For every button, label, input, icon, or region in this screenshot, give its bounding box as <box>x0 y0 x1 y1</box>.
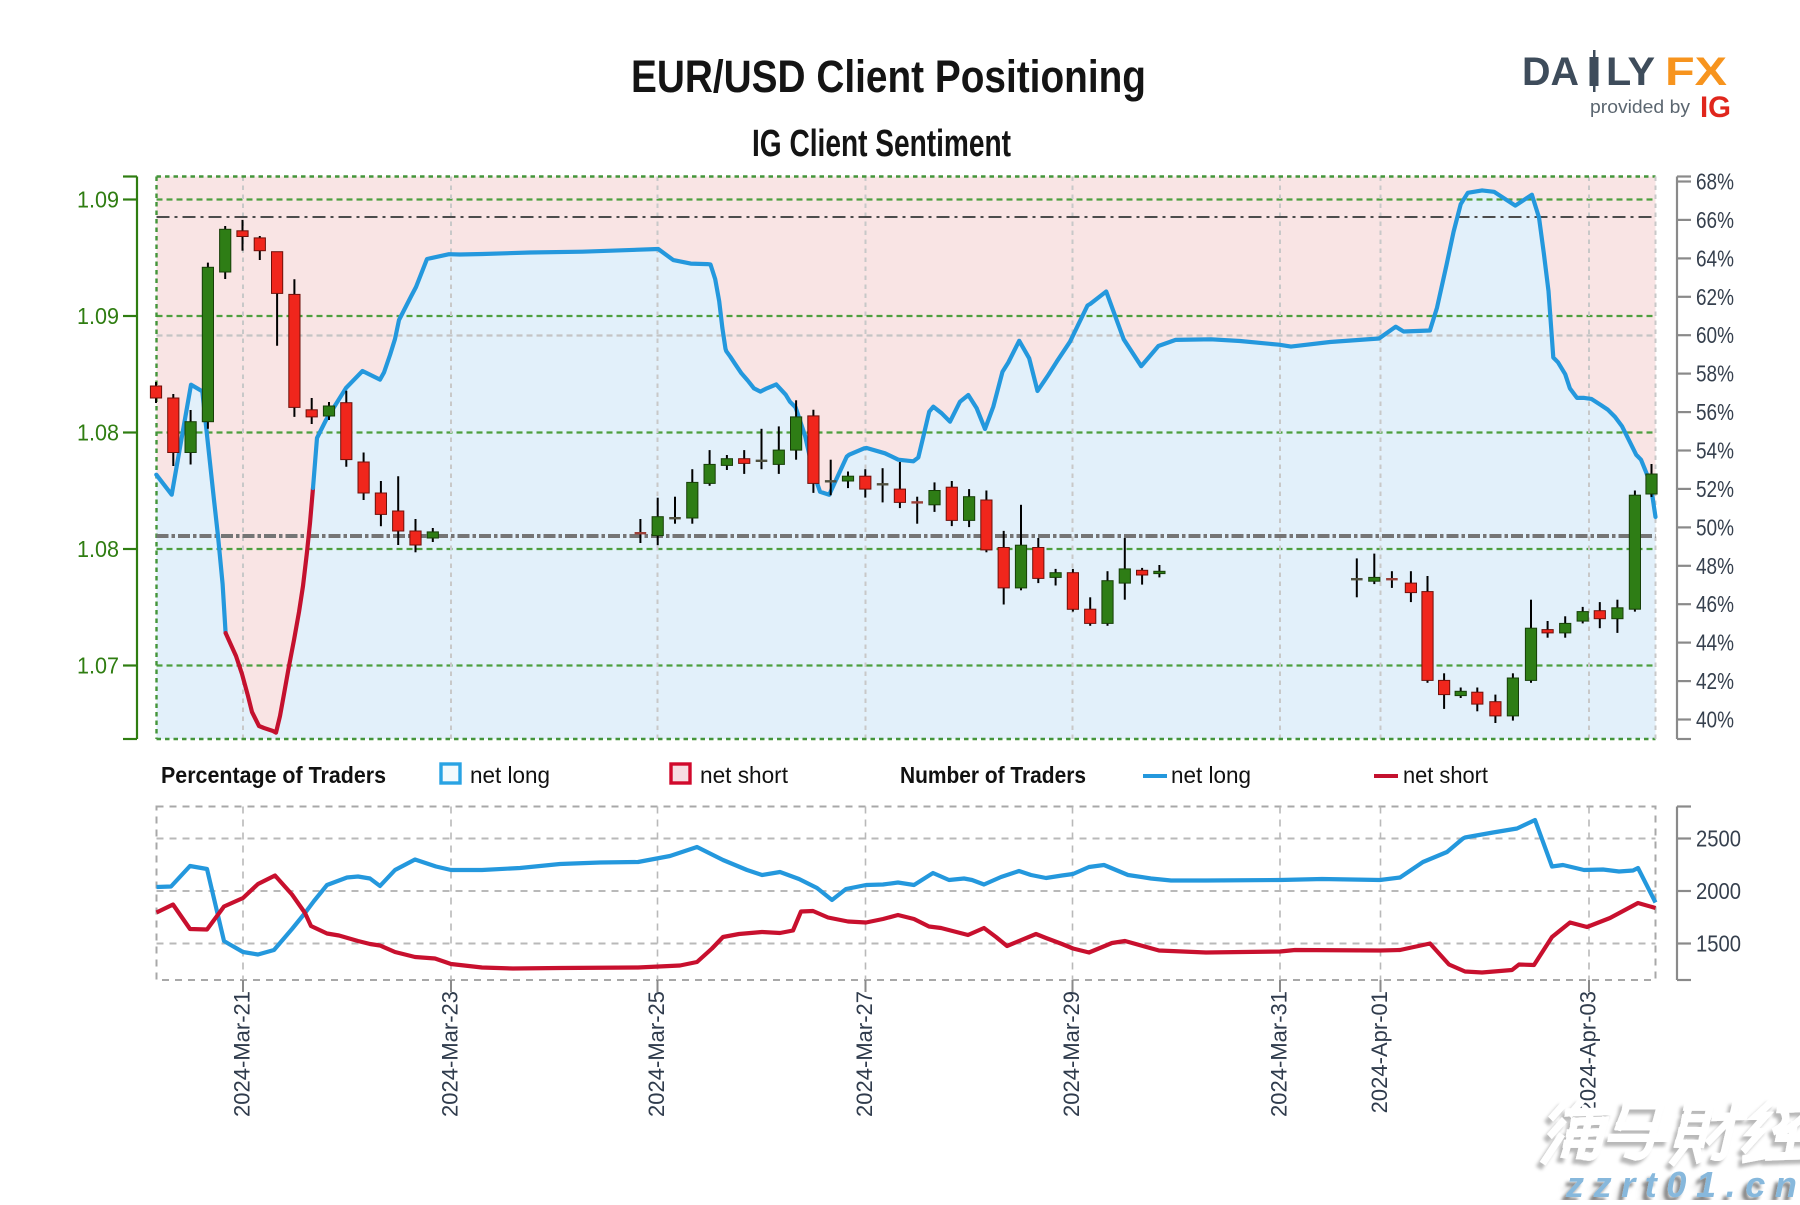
svg-text:net short: net short <box>1403 762 1489 788</box>
svg-text:1.08: 1.08 <box>77 420 119 446</box>
svg-text:1.09: 1.09 <box>77 303 119 329</box>
svg-text:54%: 54% <box>1696 438 1734 464</box>
svg-text:56%: 56% <box>1696 399 1734 425</box>
svg-text:2024-Mar-25: 2024-Mar-25 <box>644 991 669 1117</box>
svg-text:DA: DA <box>1522 50 1579 94</box>
svg-text:66%: 66% <box>1696 207 1734 233</box>
svg-text:net short: net short <box>700 762 789 788</box>
svg-text:EUR/USD Client Positioning: EUR/USD Client Positioning <box>631 51 1146 102</box>
svg-text:IG Client Sentiment: IG Client Sentiment <box>752 123 1011 165</box>
svg-text:44%: 44% <box>1696 630 1734 656</box>
svg-text:2500: 2500 <box>1696 826 1741 852</box>
svg-text:2024-Mar-29: 2024-Mar-29 <box>1059 991 1084 1117</box>
svg-text:64%: 64% <box>1696 245 1734 271</box>
svg-text:2024-Mar-27: 2024-Mar-27 <box>852 991 877 1117</box>
svg-text:zzrt01.cn: zzrt01.cn <box>1565 1164 1800 1200</box>
svg-text:1500: 1500 <box>1696 931 1741 957</box>
svg-text:48%: 48% <box>1696 553 1734 579</box>
svg-text:1.09: 1.09 <box>77 187 119 213</box>
svg-text:50%: 50% <box>1696 514 1734 540</box>
svg-text:2024-Mar-21: 2024-Mar-21 <box>230 991 255 1117</box>
svg-text:2024-Mar-31: 2024-Mar-31 <box>1267 991 1292 1117</box>
svg-text:58%: 58% <box>1696 361 1734 387</box>
svg-text:net long: net long <box>1171 762 1251 788</box>
svg-text:2024-Mar-23: 2024-Mar-23 <box>438 991 463 1117</box>
svg-text:LY: LY <box>1606 50 1655 94</box>
svg-text:Percentage of Traders: Percentage of Traders <box>161 762 386 788</box>
svg-text:1.08: 1.08 <box>77 536 119 562</box>
svg-text:62%: 62% <box>1696 284 1734 310</box>
svg-text:net long: net long <box>470 762 550 788</box>
svg-text:FX: FX <box>1665 50 1727 94</box>
svg-text:42%: 42% <box>1696 668 1734 694</box>
svg-text:52%: 52% <box>1696 476 1734 502</box>
svg-text:IG: IG <box>1700 91 1731 124</box>
svg-text:2000: 2000 <box>1696 878 1741 904</box>
svg-text:60%: 60% <box>1696 322 1734 348</box>
svg-text:2024-Apr-03: 2024-Apr-03 <box>1576 991 1601 1113</box>
svg-text:Number of Traders: Number of Traders <box>900 762 1086 788</box>
svg-text:2024-Apr-01: 2024-Apr-01 <box>1367 991 1392 1113</box>
svg-text:1.07: 1.07 <box>77 653 119 679</box>
svg-text:40%: 40% <box>1696 707 1734 733</box>
svg-text:46%: 46% <box>1696 591 1734 617</box>
svg-text:provided by: provided by <box>1590 97 1690 117</box>
svg-text:68%: 68% <box>1696 169 1734 195</box>
